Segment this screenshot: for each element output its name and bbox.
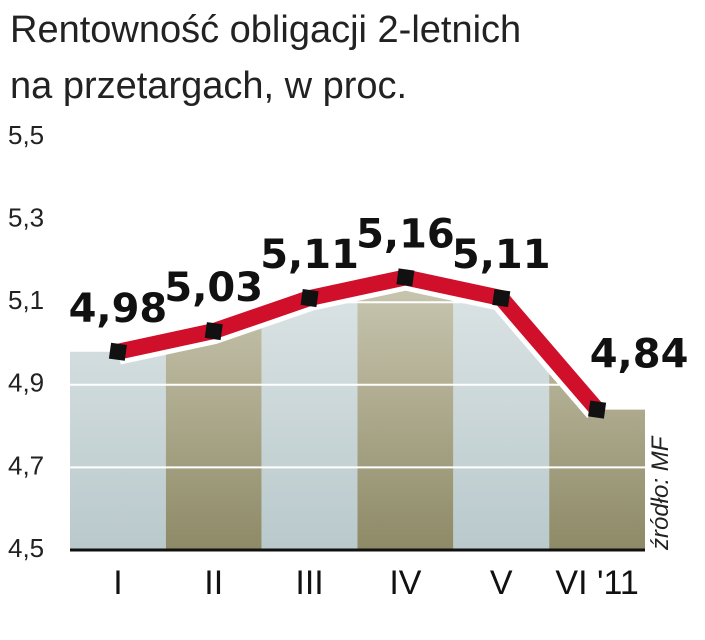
value-label: 4,98 [69, 286, 168, 332]
marker [492, 289, 511, 308]
marker [396, 268, 415, 287]
marker [204, 322, 223, 341]
chart-title: na przetargach, w proc. [10, 65, 407, 107]
value-label: 5,16 [356, 211, 455, 257]
value-label: 4,84 [590, 332, 689, 378]
x-tick-label: V [490, 564, 513, 602]
y-tick-label: 5,5 [8, 120, 44, 150]
x-tick-label: I [113, 564, 122, 602]
marker [588, 400, 607, 419]
marker [108, 342, 127, 361]
y-tick-label: 4,5 [8, 533, 44, 563]
y-tick-label: 5,1 [8, 285, 44, 315]
value-label: 5,11 [260, 232, 359, 278]
x-tick-label: II [204, 564, 223, 602]
chart-title: Rentowność obligacji 2-letnich [10, 9, 521, 51]
y-tick-label: 4,7 [8, 450, 44, 480]
value-label: 5,03 [164, 265, 263, 311]
source: źródło: MF [647, 435, 674, 551]
x-tick-label: III [295, 564, 323, 602]
x-tick-label: IV [389, 564, 421, 602]
x-tick-label: VI '11 [555, 564, 638, 602]
marker [300, 289, 319, 308]
value-label: 5,11 [452, 232, 551, 278]
line [116, 269, 604, 415]
y-tick-label: 5,3 [8, 202, 44, 232]
y-tick-label: 4,9 [8, 368, 44, 398]
